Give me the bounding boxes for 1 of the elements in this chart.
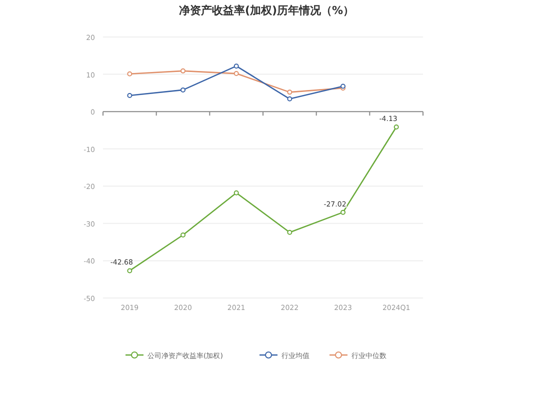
chart-title: 净资产收益率(加权)历年情况（%） — [178, 4, 354, 17]
